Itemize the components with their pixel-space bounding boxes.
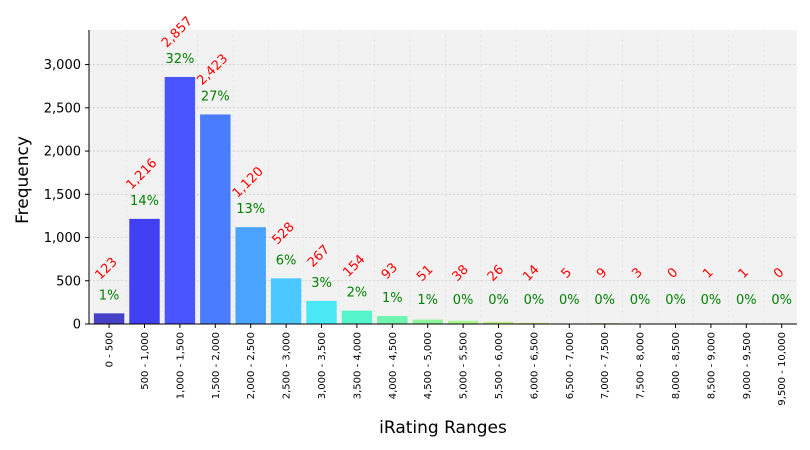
x-axis-title: iRating Ranges bbox=[379, 418, 507, 438]
x-tick-label: 7,000 - 7,500 bbox=[600, 332, 611, 399]
percent-label: 0% bbox=[594, 293, 615, 308]
x-ticks: 0 - 500 500 - 1,000 1,000 - 1,500 1,500 - 2… bbox=[105, 324, 788, 406]
y-tick-label: 1,500 bbox=[44, 188, 81, 203]
percent-label: 2% bbox=[347, 286, 368, 301]
x-tick-label: 6,000 - 6,500 bbox=[529, 332, 540, 399]
y-tick-label: 2,000 bbox=[44, 145, 81, 160]
bar bbox=[483, 321, 514, 324]
x-tick-label: 5,000 - 5,500 bbox=[459, 332, 470, 399]
bars bbox=[93, 76, 762, 325]
y-tick-label: 3,000 bbox=[44, 58, 81, 73]
bar bbox=[412, 319, 443, 324]
bar bbox=[93, 313, 125, 324]
bar bbox=[447, 320, 479, 324]
percent-label: 14% bbox=[130, 194, 159, 209]
y-tick-label: 2,500 bbox=[44, 101, 81, 116]
bar bbox=[341, 310, 373, 324]
bar bbox=[306, 300, 337, 324]
percent-label: 3% bbox=[311, 276, 332, 291]
bar bbox=[200, 114, 231, 324]
grid bbox=[89, 30, 797, 324]
percent-label: 1% bbox=[417, 293, 438, 308]
x-tick-label: 8,000 - 8,500 bbox=[671, 332, 682, 399]
bar bbox=[518, 322, 550, 324]
percent-label: 0% bbox=[665, 293, 686, 308]
percent-label: 32% bbox=[165, 52, 194, 67]
y-axis-title: Frequency bbox=[13, 136, 33, 224]
percent-label: 0% bbox=[736, 293, 757, 308]
x-tick-label: 2,500 - 3,000 bbox=[282, 332, 293, 399]
bar bbox=[270, 278, 302, 324]
percent-label: 0% bbox=[771, 293, 792, 308]
x-tick-label: 4,000 - 4,500 bbox=[388, 332, 399, 399]
x-tick-label: 1,500 - 2,000 bbox=[211, 332, 222, 399]
data-labels: 1%12314%1,21632%2,85727%2,42313%1,1206%5… bbox=[93, 14, 792, 308]
x-tick-label: 9,000 - 9,500 bbox=[742, 332, 753, 399]
y-ticks: 0 500 1,000 1,500 2,000 2,500 3,000 bbox=[44, 58, 89, 333]
percent-label: 0% bbox=[630, 293, 651, 308]
bar bbox=[164, 76, 196, 325]
y-tick-label: 500 bbox=[56, 274, 81, 289]
x-tick-label: 3,500 - 4,000 bbox=[352, 332, 363, 399]
percent-label: 0% bbox=[488, 293, 509, 308]
x-tick-label: 8,500 - 9,000 bbox=[706, 332, 717, 399]
x-tick-label: 500 - 1,000 bbox=[140, 332, 151, 390]
percent-label: 1% bbox=[382, 291, 403, 306]
x-tick-label: 9,500 - 10,000 bbox=[777, 332, 788, 406]
percent-label: 0% bbox=[524, 293, 545, 308]
x-tick-label: 5,500 - 6,000 bbox=[494, 332, 505, 399]
percent-label: 27% bbox=[201, 89, 230, 104]
x-tick-label: 4,500 - 5,000 bbox=[423, 332, 434, 399]
bar bbox=[377, 315, 408, 324]
percent-label: 0% bbox=[559, 293, 580, 308]
x-tick-label: 2,000 - 2,500 bbox=[246, 332, 257, 399]
x-tick-label: 6,500 - 7,000 bbox=[565, 332, 576, 399]
bar bbox=[235, 227, 266, 324]
x-tick-label: 0 - 500 bbox=[105, 332, 116, 367]
x-tick-label: 1,000 - 1,500 bbox=[175, 332, 186, 399]
y-tick-label: 0 bbox=[73, 318, 81, 333]
plot-area bbox=[89, 30, 797, 324]
x-tick-label: 3,000 - 3,500 bbox=[317, 332, 328, 399]
bar bbox=[129, 218, 160, 324]
y-tick-label: 1,000 bbox=[44, 231, 81, 246]
percent-label: 6% bbox=[276, 253, 297, 268]
x-tick-label: 7,500 - 8,000 bbox=[636, 332, 647, 399]
percent-label: 13% bbox=[236, 202, 265, 217]
percent-label: 0% bbox=[453, 293, 474, 308]
percent-label: 1% bbox=[99, 288, 120, 303]
percent-label: 0% bbox=[701, 293, 722, 308]
